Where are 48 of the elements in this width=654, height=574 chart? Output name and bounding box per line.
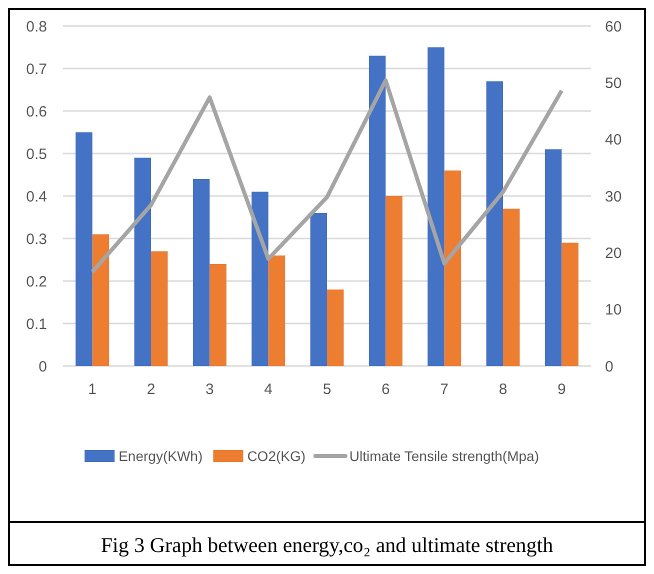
- y2-tick-label: 50: [605, 74, 622, 92]
- bar: [268, 256, 286, 366]
- y-tick-label: 0.3: [26, 230, 47, 248]
- line-series: [90, 78, 564, 274]
- y2-tick-label: 10: [605, 302, 622, 319]
- caption: Fig 3 Graph between energy,co₂ and ultimate strength: [100, 533, 554, 557]
- y-tick-label: 0.5: [26, 146, 47, 163]
- bar: [428, 47, 444, 366]
- bar: [444, 170, 462, 366]
- y-tick-label: 0.2: [26, 273, 47, 290]
- y-tick-label: 0.1: [26, 316, 47, 333]
- bar: [151, 251, 168, 366]
- bar: [562, 242, 578, 366]
- x-tick-label: 5: [322, 381, 332, 398]
- x-tick-label: 1: [88, 381, 97, 398]
- y2-tick-label: 20: [605, 244, 622, 262]
- y2-tick-label: 30: [605, 188, 622, 206]
- bar: [192, 179, 210, 366]
- bar: [76, 132, 92, 366]
- legend-label: Ultimate Tensile strength(Mpa): [349, 448, 540, 464]
- legend-label: CO2(KG): [247, 448, 306, 464]
- bar: [368, 56, 386, 366]
- bar: [503, 208, 520, 366]
- y2-tick-label: 60: [605, 18, 622, 36]
- legend-label: Energy(KWh): [118, 448, 203, 464]
- x-tick-label: 9: [557, 381, 566, 398]
- y-tick-label: 0.6: [26, 103, 47, 120]
- x-tick-label: 6: [381, 381, 390, 398]
- x-tick-label: 7: [440, 381, 449, 398]
- x-tick-label: 4: [264, 381, 273, 398]
- y-tick-label: 0.8: [26, 18, 47, 36]
- y-tick-label: 0: [38, 358, 47, 376]
- bar: [210, 264, 226, 366]
- bar: [327, 290, 344, 366]
- bar: [544, 149, 562, 366]
- x-tick-label: 8: [498, 381, 508, 398]
- x-tick-label: 2: [146, 381, 156, 398]
- bar: [310, 213, 327, 366]
- y2-tick-label: 0: [605, 358, 614, 376]
- bar: [92, 234, 110, 366]
- x-tick-label: 3: [205, 381, 214, 398]
- y2-tick-label: 40: [605, 132, 622, 149]
- y-tick-label: 0.4: [26, 188, 47, 206]
- y-tick-label: 0.7: [26, 60, 47, 78]
- bar: [386, 196, 402, 366]
- bar: [134, 158, 151, 366]
- bar: [486, 81, 503, 366]
- bar: [252, 192, 268, 366]
